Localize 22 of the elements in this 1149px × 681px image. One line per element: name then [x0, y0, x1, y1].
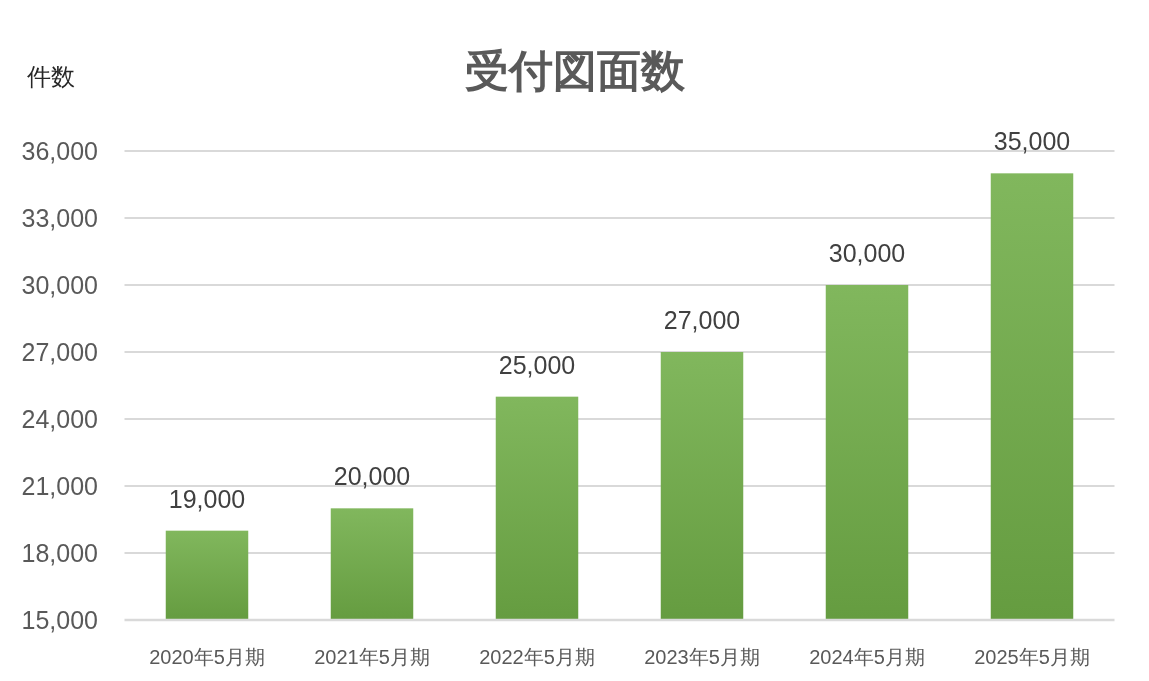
x-tick-label: 2021年5月期 — [314, 646, 430, 668]
x-tick-label: 2023年5月期 — [644, 646, 760, 668]
y-axis-title: 件数 — [27, 63, 75, 90]
y-tick-label: 24,000 — [21, 405, 98, 433]
y-tick-label: 21,000 — [21, 472, 98, 500]
data-label: 19,000 — [168, 484, 246, 513]
y-tick-label: 36,000 — [21, 137, 98, 165]
y-tick-label: 15,000 — [21, 606, 98, 634]
data-label: 25,000 — [498, 350, 576, 379]
data-label: 20,000 — [333, 462, 411, 491]
y-tick-label: 27,000 — [21, 338, 98, 366]
data-label: 30,000 — [828, 239, 906, 267]
x-tick-label: 2025年5月期 — [974, 646, 1090, 668]
x-tick-label: 2024年5月期 — [809, 646, 925, 668]
y-tick-label: 18,000 — [21, 539, 98, 567]
chart-title: 受付図面数 — [464, 46, 686, 95]
y-tick-label: 30,000 — [21, 271, 98, 299]
x-tick-label: 2020年5月期 — [149, 646, 265, 668]
y-tick-label: 33,000 — [21, 204, 98, 232]
data-label: 35,000 — [993, 127, 1071, 156]
data-label: 27,000 — [663, 306, 741, 334]
x-tick-label: 2022年5月期 — [479, 646, 595, 668]
